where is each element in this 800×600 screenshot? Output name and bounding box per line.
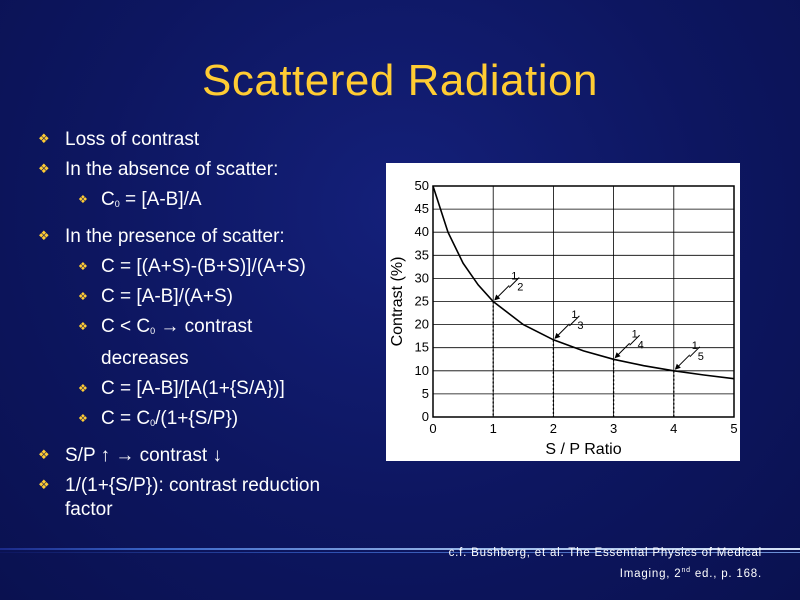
x-axis-label: S / P Ratio [545,441,621,458]
y-axis-label: Contrast (%) [389,257,406,347]
x-tick-label: 2 [550,421,557,436]
y-tick-label: 30 [415,270,429,285]
y-tick-label: 40 [415,224,429,239]
bullet-arrow-icon: ❖ [38,229,50,244]
x-tick-label: 1 [490,421,497,436]
annotation-numerator: 1 [511,271,517,283]
footer-divider-secondary [0,552,800,553]
annotation-denominator: 3 [577,320,583,332]
contrast-graph: 0 1 2 3 4 5 0 5 10 15 20 25 30 35 40 45 50 S / P Ratio Con… [386,163,740,461]
bullet-loss-of-contrast: ❖ Loss of contrast [38,129,200,150]
contrast-curve [432,185,735,380]
annotation-arrowhead [674,363,681,370]
y-tick-label: 10 [415,363,429,378]
bullet-formula-3: ❖ C < C0 → contrast [78,316,253,337]
bullet-reduction-factor: ❖ 1/(1+{S/P}): contrast reduction factor [38,475,321,520]
annotation-numerator: 1 [692,340,698,352]
annotation-fraction-bar [569,315,580,327]
bullet-c0-formula: ❖ C0 = [A-B]/A [78,189,202,210]
annotation-numerator: 1 [571,309,577,321]
bullet-arrow-icon: ❖ [78,382,88,395]
annotation-fraction-bar [689,346,701,358]
bullet-formula-3-continued: decreases [101,348,189,369]
annotation-denominator: 4 [638,339,644,351]
y-tick-label: 35 [415,247,429,262]
annotation-arrowhead [494,294,501,301]
bullet-arrow-icon: ❖ [78,193,88,206]
bullet-arrow-icon: ❖ [38,478,50,493]
x-tick-label: 4 [670,421,677,436]
annotation-numerator: 1 [632,328,638,340]
bullet-absence-of-scatter: ❖ In the absence of scatter: [38,159,279,180]
bullet-formula-4: ❖ C = [A-B]/[A(1+{S/A})] [78,378,285,399]
annotation-fraction-bar [508,277,520,288]
bullet-formula-1: ❖ C = [(A+S)-(B+S)]/(A+S) [78,256,306,277]
y-tick-label: 0 [422,409,429,424]
x-tick-label: 5 [730,421,737,436]
bullet-arrow-icon: ❖ [78,412,88,425]
bullet-formula-2: ❖ C = [A-B]/(A+S) [78,286,233,307]
annotation-fraction-bar [629,334,640,346]
y-tick-label: 20 [415,317,429,332]
y-tick-label: 15 [415,340,429,355]
bullet-arrow-icon: ❖ [38,162,50,177]
annotation-denominator: 5 [698,351,704,363]
slide-title: Scattered Radiation [202,56,598,105]
annotation-denominator: 2 [517,282,523,294]
bullet-arrow-icon: ❖ [38,132,50,147]
bullet-presence-of-scatter: ❖ In the presence of scatter: [38,226,285,247]
annotation-arrowhead [554,332,561,339]
y-tick-label: 5 [422,386,429,401]
x-tick-label: 0 [429,421,436,436]
annotation-arrowhead [614,352,621,359]
x-tick-label: 3 [610,421,617,436]
footer-divider [0,548,800,550]
bullet-arrow-icon: ❖ [78,320,88,333]
bullet-arrow-icon: ❖ [78,290,88,303]
bullet-arrow-icon: ❖ [78,260,88,273]
citation: c.f. Bushberg, et al. The Essential Phys… [448,547,762,580]
bullet-arrow-icon: ❖ [38,448,50,463]
bullet-list: ❖ Loss of contrast ❖ In the absence of s… [38,128,383,522]
y-tick-label: 25 [415,294,429,309]
y-tick-label: 45 [415,201,429,216]
y-tick-label: 50 [415,178,429,193]
bullet-formula-5: ❖ C = C0/(1+{S/P}) [78,408,239,429]
bullet-sp-contrast: ❖ S/P ↑ → contrast ↓ [38,445,222,466]
